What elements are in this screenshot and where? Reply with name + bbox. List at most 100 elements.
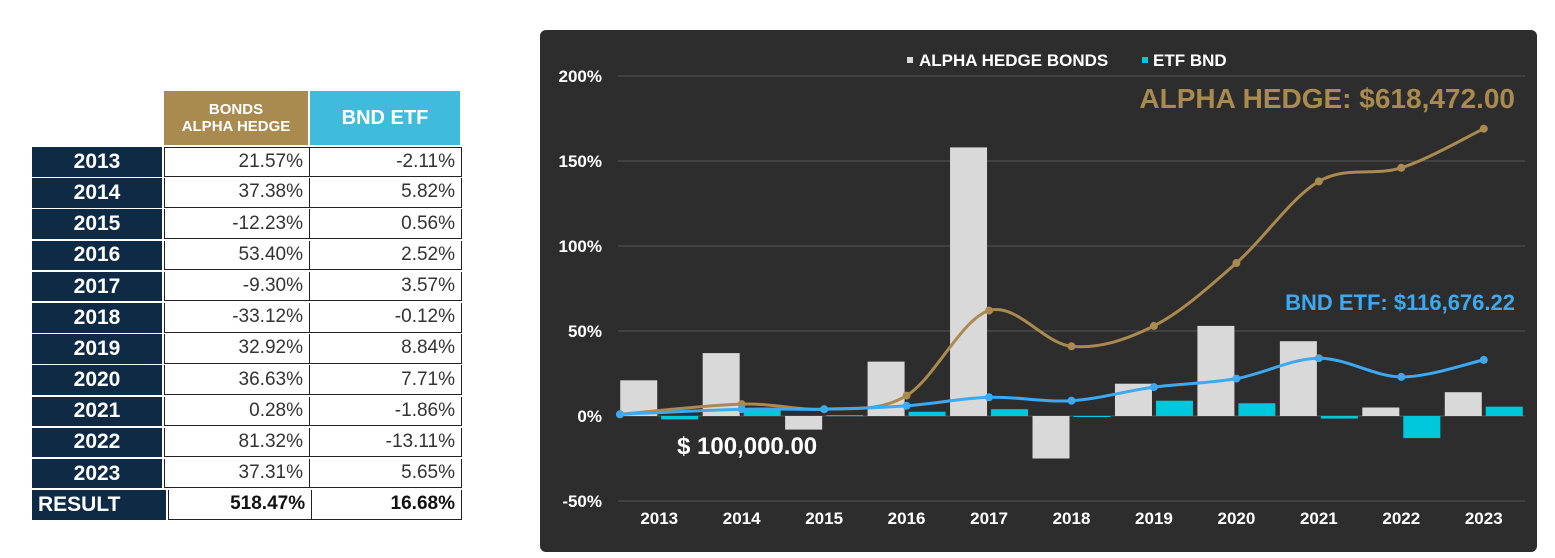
chart-panel: 200% 150% 100% 50% 0% -50% 2013 2014 2015 2016 20…: [540, 30, 1537, 552]
row-alpha-return: -33.12%: [164, 302, 310, 333]
table-row: 2021 0.28% -1.86%: [32, 396, 462, 427]
legend-swatch-alpha: [907, 57, 913, 63]
row-bnd-return: 2.52%: [310, 240, 462, 271]
y-tick-label: 0%: [577, 407, 602, 426]
row-alpha-return: 21.57%: [164, 147, 310, 177]
table-row: 2019 32.92% 8.84%: [32, 334, 462, 364]
row-year: 2016: [32, 240, 164, 271]
row-bnd-return: -1.86%: [310, 396, 462, 427]
bar-etf-bnd: [1320, 416, 1358, 419]
bar-alpha-hedge-bonds: [1197, 325, 1235, 416]
y-tick-label: 100%: [559, 237, 602, 256]
row-year: 2013: [32, 147, 164, 177]
row-year: 2022: [32, 427, 164, 458]
annotation-start-value: $ 100,000.00: [677, 433, 817, 460]
row-bnd-return: 0.56%: [310, 209, 462, 239]
x-tick-label: 2014: [723, 509, 761, 528]
annotation-bnd-final: BND ETF: $116,676.22: [1285, 290, 1515, 315]
returns-chart: 200%150%100%50%0%-50% 2013 2014 2015 2016 20…: [559, 51, 1525, 528]
point-bnd-etf: [820, 405, 829, 414]
lines: [616, 124, 1488, 419]
table-row: 2013 21.57% -2.11%: [32, 147, 462, 177]
x-tick-label: 2017: [970, 509, 1008, 528]
point-bnd-etf: [985, 393, 994, 402]
header-alpha-hedge: BONDS ALPHA HEDGE: [164, 91, 308, 145]
x-tick-label: 2019: [1135, 509, 1173, 528]
x-tick-label: 2022: [1382, 509, 1420, 528]
table-row: 2022 81.32% -13.11%: [32, 427, 462, 458]
x-axis: 2013 2014 2015 2016 2017 2018 2019 2020 2021 2022…: [640, 509, 1502, 528]
annotation-alpha-final: ALPHA HEDGE: $618,472.00: [1139, 83, 1515, 114]
row-bnd-return: 7.71%: [310, 365, 462, 395]
row-alpha-return: 36.63%: [164, 365, 310, 395]
row-bnd-return: 8.84%: [310, 334, 462, 364]
table-row: 2020 36.63% 7.71%: [32, 365, 462, 395]
legend-swatch-bnd: [1142, 57, 1148, 63]
row-year: 2015: [32, 209, 164, 239]
table-row: 2018 -33.12% -0.12%: [32, 302, 462, 333]
row-alpha-return: -12.23%: [164, 209, 310, 239]
bar-alpha-hedge-bonds: [1444, 392, 1482, 416]
row-bnd-return: 5.65%: [310, 458, 462, 489]
point-alpha-hedge: [1479, 124, 1488, 133]
point-bnd-etf: [1067, 396, 1076, 405]
line-bnd-etf-value: [619, 356, 1485, 416]
row-year: 2021: [32, 396, 164, 427]
point-alpha-hedge: [1397, 163, 1406, 172]
header-bnd-etf: BND ETF: [310, 91, 460, 145]
legend: ALPHA HEDGE BONDS ETF BND: [907, 51, 1227, 70]
point-bnd-etf: [737, 405, 746, 414]
x-tick-label: 2015: [805, 509, 843, 528]
legend-label-bnd: ETF BND: [1153, 51, 1227, 70]
bar-etf-bnd: [1485, 406, 1523, 416]
x-tick-label: 2020: [1217, 509, 1255, 528]
bar-etf-bnd: [826, 415, 864, 417]
returns-table: BONDS ALPHA HEDGE BND ETF 2013 21.57% -2…: [32, 91, 462, 523]
bar-etf-bnd: [1155, 400, 1193, 416]
bar-etf-bnd: [908, 411, 946, 416]
table-row: 2016 53.40% 2.52%: [32, 240, 462, 271]
row-bnd-return: 3.57%: [310, 271, 462, 302]
y-tick-label: -50%: [562, 492, 602, 511]
row-alpha-return: -9.30%: [164, 271, 310, 302]
x-tick-label: 2023: [1465, 509, 1503, 528]
bar-alpha-hedge-bonds: [950, 147, 988, 416]
row-year: 2023: [32, 458, 164, 489]
point-alpha-hedge: [1232, 259, 1241, 267]
row-year: 2020: [32, 365, 164, 395]
bar-alpha-hedge-bonds: [1362, 407, 1400, 416]
y-tick-label: 50%: [568, 322, 602, 341]
row-year: 2014: [32, 178, 164, 208]
bar-etf-bnd: [743, 409, 781, 416]
x-tick-label: 2021: [1300, 509, 1338, 528]
point-bnd-etf: [1397, 372, 1406, 381]
table-row: 2017 -9.30% 3.57%: [32, 271, 462, 302]
point-bnd-etf: [1149, 383, 1158, 392]
point-bnd-etf: [1479, 355, 1488, 364]
row-alpha-return: 37.31%: [164, 458, 310, 489]
row-year: 2017: [32, 271, 164, 302]
row-alpha-return: 53.40%: [164, 240, 310, 271]
point-alpha-hedge: [1149, 321, 1158, 330]
row-alpha-return: 32.92%: [164, 334, 310, 364]
point-alpha-hedge: [985, 306, 994, 315]
result-bnd-return: 16.68%: [312, 490, 462, 520]
x-tick-label: 2018: [1053, 509, 1091, 528]
table-row: 2015 -12.23% 0.56%: [32, 209, 462, 239]
row-bnd-return: -0.12%: [310, 302, 462, 333]
row-bnd-return: -2.11%: [310, 147, 462, 177]
result-alpha-return: 518.47%: [168, 490, 313, 520]
bar-etf-bnd: [991, 409, 1029, 416]
row-alpha-return: 0.28%: [164, 396, 310, 427]
bar-etf-bnd: [1073, 416, 1111, 417]
y-tick-label: 200%: [559, 67, 602, 86]
row-bnd-return: 5.82%: [310, 178, 462, 208]
point-bnd-etf: [616, 410, 624, 419]
bar-alpha-hedge-bonds: [1032, 416, 1070, 459]
bar-alpha-hedge-bonds: [785, 416, 823, 430]
line-alpha-hedge-value: [619, 127, 1485, 416]
bar-alpha-hedge-bonds: [1279, 341, 1317, 416]
table-row: 2023 37.31% 5.65%: [32, 458, 462, 489]
point-alpha-hedge: [1067, 342, 1076, 351]
row-bnd-return: -13.11%: [310, 427, 462, 458]
